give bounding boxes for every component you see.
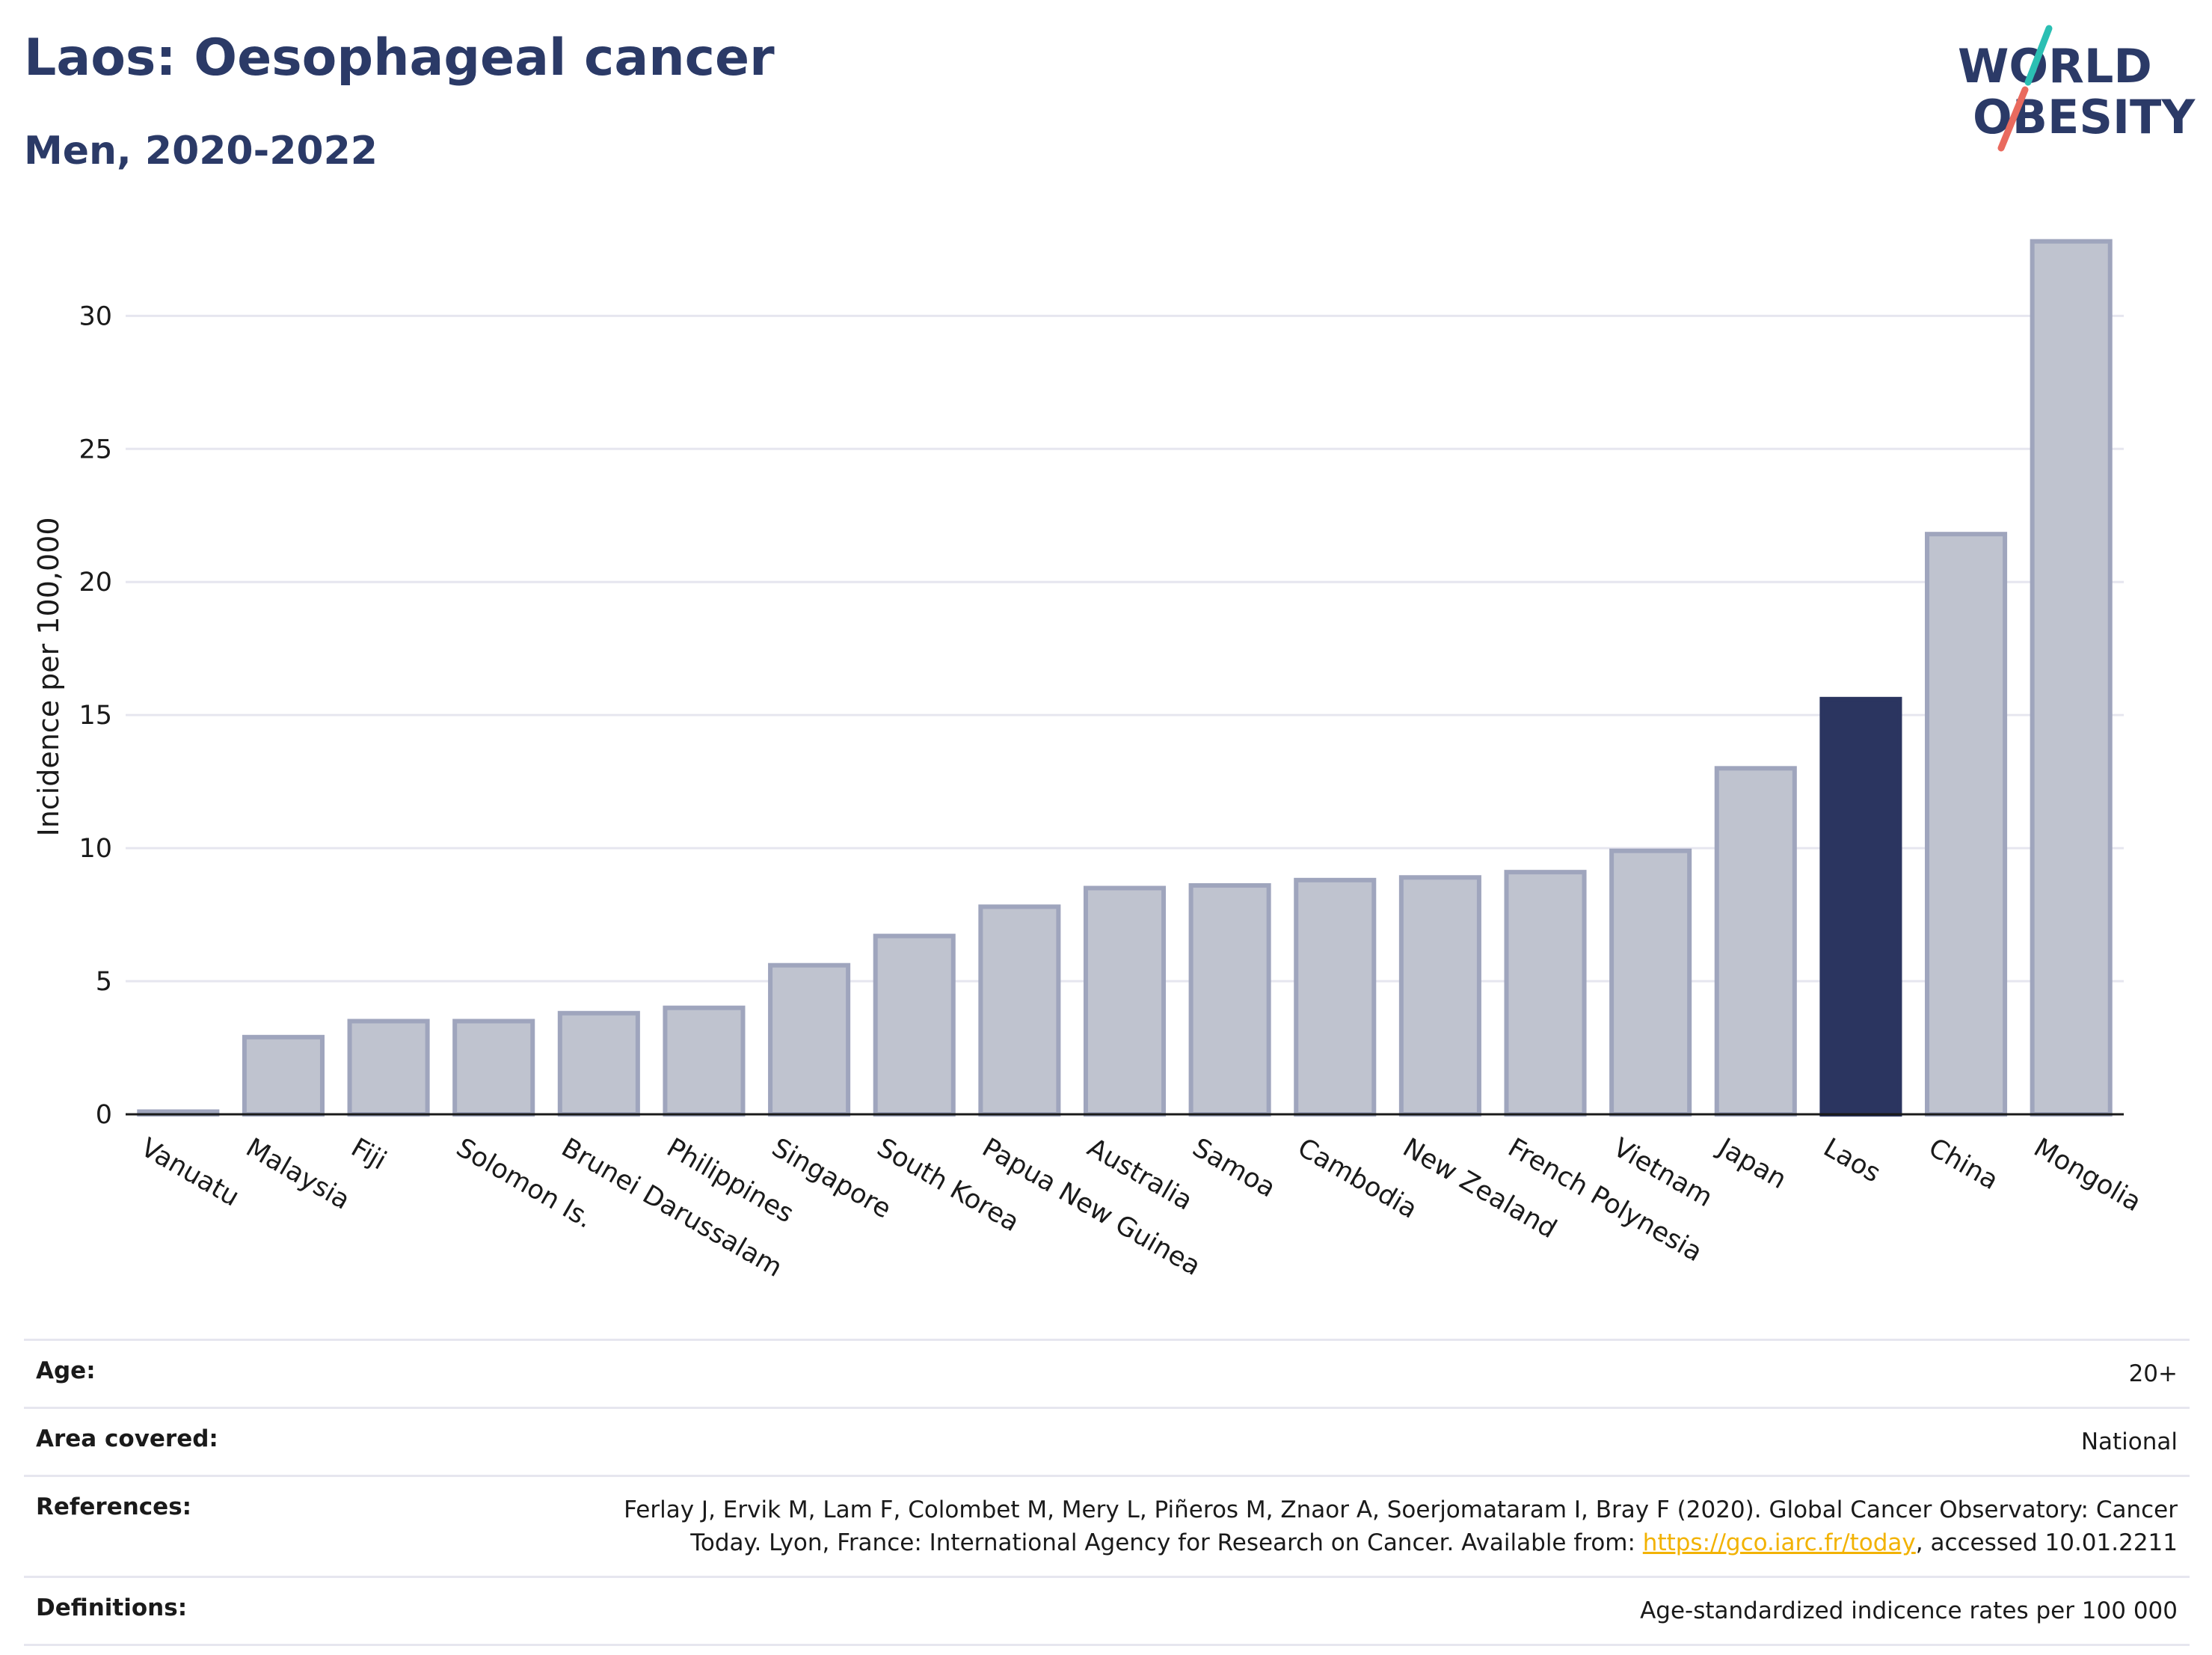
y-tick-label: 5 (96, 967, 112, 997)
world-obesity-logo: WORLD OBESITY (1958, 25, 2196, 152)
references-text: Ferlay J, Ervik M, Lam F, Colombet M, Me… (624, 1496, 2178, 1556)
bar-brunei-darussalam (557, 1010, 640, 1117)
x-tick-label: French Polynesia (1503, 1133, 1707, 1268)
area-label: Area covered: (36, 1425, 218, 1452)
x-tick-label: Vanuatu (135, 1133, 244, 1213)
x-tick-label: Malaysia (241, 1133, 354, 1216)
bar-samoa (1188, 882, 1271, 1117)
bars (126, 239, 2124, 1117)
x-tick-label: Mongolia (2029, 1133, 2146, 1218)
bar-china (1925, 532, 2008, 1117)
x-tick-label: Laos (1819, 1133, 1886, 1189)
bar-new-zealand (1398, 875, 1481, 1117)
references-link[interactable]: https://gco.iarc.fr/today (1642, 1529, 1916, 1556)
age-value: 20+ (2128, 1360, 2178, 1387)
bar-malaysia (242, 1034, 325, 1117)
bar-vietnam (1609, 848, 1692, 1117)
y-tick-label: 15 (79, 701, 112, 731)
bar-mongolia (2030, 239, 2113, 1117)
bar-solomon-is- (452, 1019, 535, 1117)
definitions-label: Definitions: (36, 1594, 188, 1621)
age-label: Age: (36, 1357, 96, 1384)
y-tick-label: 10 (79, 834, 112, 864)
bar-laos (1819, 696, 1902, 1117)
x-tick-label: Fiji (346, 1133, 392, 1176)
x-tick-label: Cambodia (1292, 1133, 1422, 1225)
y-tick-label: 0 (96, 1100, 112, 1130)
bar-papua-new-guinea (978, 904, 1061, 1117)
info-row-references: References: Ferlay J, Ervik M, Lam F, Co… (24, 1475, 2190, 1576)
logo-line-world: WORLD (1958, 39, 2152, 93)
info-row-definitions: Definitions: Age-standardized indicence … (24, 1576, 2190, 1646)
x-tick-label: Samoa (1188, 1133, 1280, 1204)
y-tick-label: 20 (79, 568, 112, 598)
chart-subtitle: Men, 2020-2022 (24, 129, 378, 174)
bar-philippines (663, 1005, 746, 1117)
info-row-area: Area covered: National (24, 1407, 2190, 1475)
bar-french-polynesia (1504, 870, 1587, 1117)
bar-australia (1083, 885, 1167, 1117)
bar-cambodia (1294, 877, 1377, 1117)
bar-singapore (768, 962, 851, 1117)
y-tick-label: 25 (79, 435, 112, 464)
y-axis-label: Incidence per 100,000 (32, 517, 65, 836)
bar-japan (1714, 766, 1797, 1117)
info-table: Age: 20+ Area covered: National Referenc… (24, 1339, 2190, 1646)
area-value: National (2080, 1428, 2178, 1455)
definitions-value: Age-standardized indicence rates per 100… (1640, 1597, 2178, 1624)
bar-south-korea (873, 933, 956, 1117)
references-accessed: , accessed 10.01.2211 (1915, 1529, 2178, 1556)
references-label: References: (36, 1493, 192, 1520)
x-tick-label: Japan (1712, 1132, 1791, 1195)
x-tick-label: China (1923, 1133, 2003, 1197)
logo-slash-teal (2024, 25, 2053, 86)
y-tick-labels: 0 5 10 15 20 25 30 (79, 301, 112, 1130)
bar-fiji (347, 1019, 430, 1117)
chart-title: Laos: Oesophageal cancer (24, 28, 775, 87)
logo-slash-coral (1997, 86, 2029, 152)
references-value: Ferlay J, Ervik M, Lam F, Colombet M, Me… (592, 1493, 2178, 1559)
y-tick-label: 30 (79, 301, 112, 331)
info-row-age: Age: 20+ (24, 1339, 2190, 1407)
